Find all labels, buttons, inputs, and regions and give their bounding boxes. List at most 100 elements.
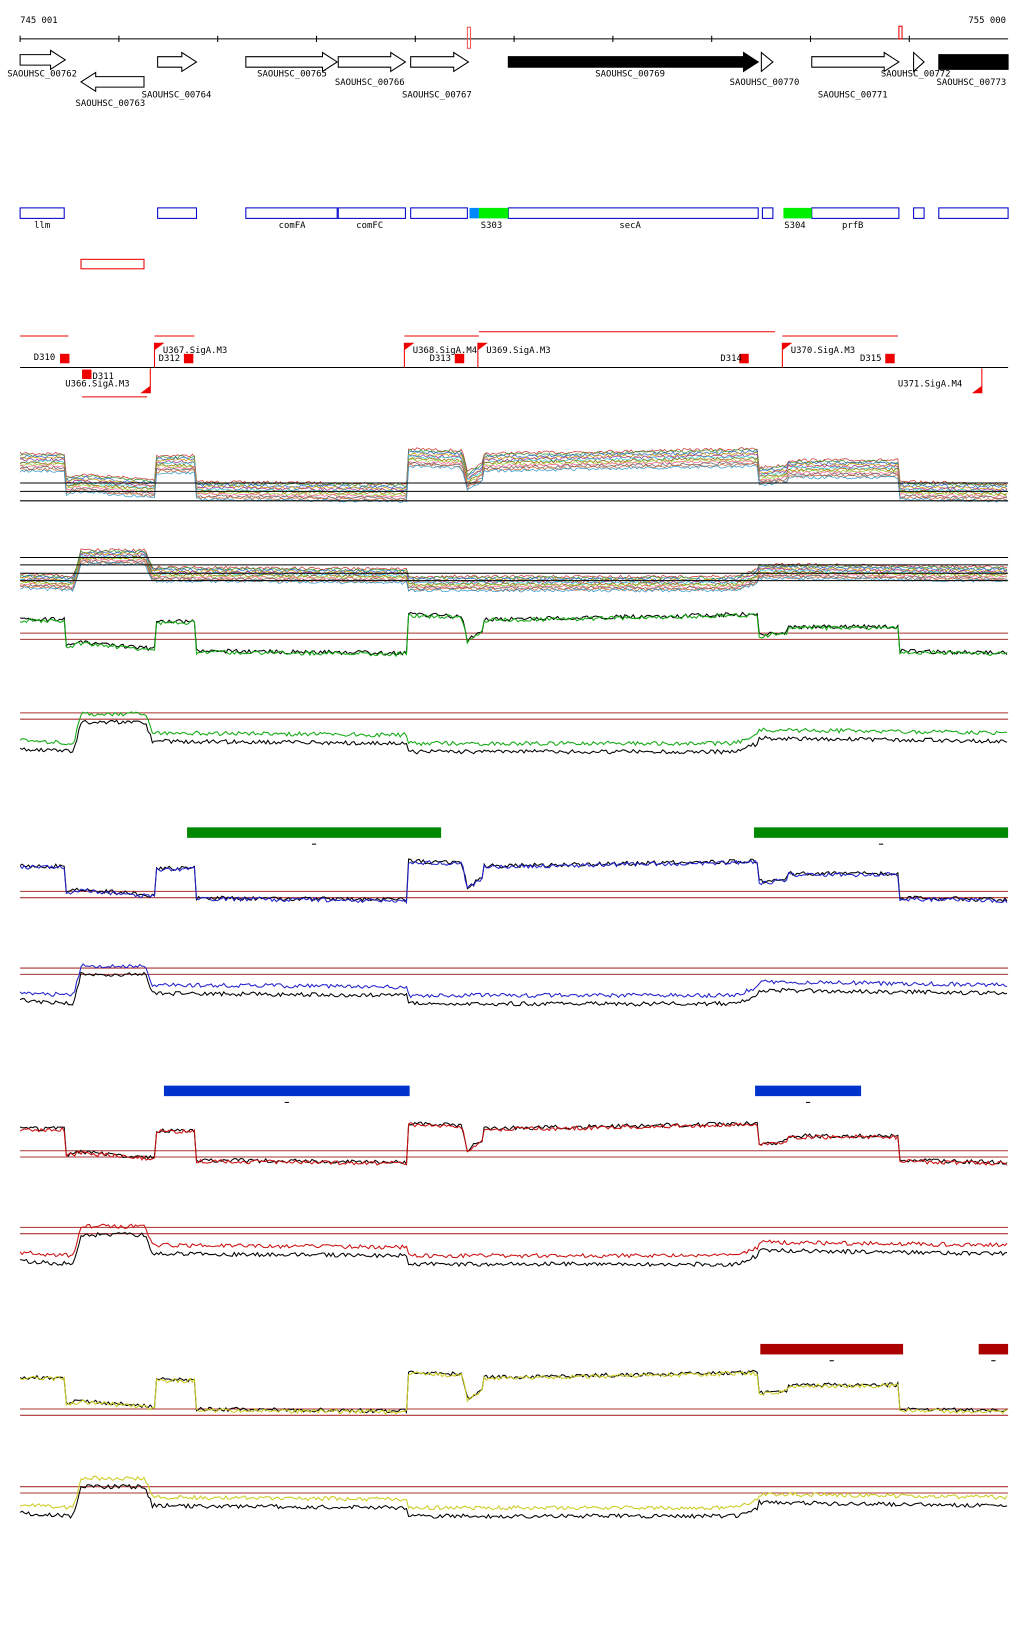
promoter-label: U369.SigA.M3 <box>486 346 550 356</box>
feature-box <box>938 207 1009 219</box>
promoter-flag <box>477 342 488 368</box>
expression-trace <box>20 453 1008 492</box>
gene-label: SAOUHSC_00773 <box>936 78 1006 88</box>
region-box <box>80 258 145 270</box>
promoter-label: D310 <box>34 353 55 363</box>
promoter-flag <box>781 342 793 368</box>
expression-trace <box>19 963 1008 999</box>
gene-arrow <box>507 51 760 73</box>
gene-arrow <box>938 54 1009 70</box>
gene-label: SAOUHSC_00762 <box>7 70 77 80</box>
promoter-block <box>82 369 92 380</box>
expression-trace <box>19 1370 1008 1415</box>
promoter-label: D312 <box>159 354 180 364</box>
gene-arrow <box>245 51 339 73</box>
gene-arrow <box>80 71 145 93</box>
expression-trace <box>19 1223 1008 1259</box>
gene-label: SAOUHSC_00771 <box>818 91 888 101</box>
coord-start: 745 001 <box>20 16 58 26</box>
gene-arrow <box>337 51 407 73</box>
promoter-block <box>60 353 70 364</box>
gene-arrow <box>760 51 774 73</box>
feature-label: prfB <box>842 221 863 231</box>
gene-arrow <box>410 51 470 73</box>
cluster-bar <box>187 827 442 838</box>
promoter-label: D311 <box>93 372 114 382</box>
promoter-flag <box>971 368 983 394</box>
gene-label: SAOUHSC_00770 <box>730 78 800 88</box>
gene-label: SAOUHSC_00763 <box>76 99 146 109</box>
promoter-flag <box>153 342 165 368</box>
expression-trace <box>19 447 1008 486</box>
cluster-bar <box>163 1085 410 1097</box>
coord-end: 755 000 <box>968 16 1006 26</box>
feature-box <box>761 207 774 219</box>
gene-label: SAOUHSC_00764 <box>142 91 212 101</box>
feature-label: S303 <box>481 221 502 231</box>
expression-trace <box>19 464 1008 503</box>
promoter-block <box>739 353 749 364</box>
gene-label: SAOUHSC_00769 <box>595 70 665 80</box>
promoter-block <box>454 353 465 364</box>
expression-trace <box>19 719 1008 755</box>
feature-label: llm <box>34 221 50 231</box>
gene-label: SAOUHSC_00765 <box>257 70 327 80</box>
gene-label: SAOUHSC_00766 <box>335 78 405 88</box>
feature-box <box>337 207 406 219</box>
marker <box>466 26 472 49</box>
gene-label: SAOUHSC_00772 <box>881 70 951 80</box>
feature-box <box>811 207 900 219</box>
promoter-flag <box>403 342 415 368</box>
expression-trace <box>19 1475 1008 1511</box>
promoter-label: U366.SigA.M3 <box>65 379 129 389</box>
gene-arrow <box>811 51 900 73</box>
feature-box <box>245 207 338 219</box>
promoter-label: U371.SigA.M4 <box>898 379 962 389</box>
expression-trace <box>19 1121 1008 1166</box>
marker <box>898 25 903 40</box>
expression-trace <box>19 554 1008 586</box>
feature-box <box>19 207 65 219</box>
expression-trace <box>19 451 1008 491</box>
feature-label: comFA <box>279 221 306 231</box>
feature-box <box>913 207 925 219</box>
expression-trace <box>19 1369 1008 1415</box>
cluster-bar <box>978 1343 1009 1355</box>
expression-trace <box>19 859 1008 905</box>
expression-trace <box>20 449 1008 489</box>
feature-label: comFC <box>356 221 383 231</box>
cluster-bar <box>760 1343 904 1355</box>
feature-box <box>783 207 812 219</box>
gene-arrow <box>157 51 198 73</box>
promoter-block <box>885 353 895 364</box>
promoter-label: U370.SigA.M3 <box>791 346 855 356</box>
expression-trace <box>19 1231 1008 1268</box>
expression-trace <box>19 456 1008 496</box>
promoter-label: U368.SigA.M4 <box>413 346 477 356</box>
feature-label: S304 <box>784 221 805 231</box>
gene-arrow <box>19 49 67 71</box>
cluster-bar <box>754 827 1009 838</box>
promoter-label: D314 <box>720 354 741 364</box>
expression-trace <box>19 457 1008 497</box>
promoter-flag <box>140 368 151 394</box>
expression-trace <box>19 858 1008 903</box>
feature-box <box>469 207 479 219</box>
expression-trace <box>19 551 1008 583</box>
expression-trace <box>20 559 1008 591</box>
cluster-bar <box>755 1085 862 1097</box>
feature-label: secA <box>619 221 641 231</box>
feature-box <box>478 207 509 219</box>
promoter-label: U367.SigA.M3 <box>163 346 227 356</box>
promoter-block <box>183 353 194 364</box>
gene-label: SAOUHSC_00767 <box>402 91 472 101</box>
expression-trace <box>19 711 1008 747</box>
feature-box <box>507 207 759 219</box>
expression-trace <box>20 462 1008 502</box>
expression-trace <box>19 1121 1008 1166</box>
expression-trace <box>19 971 1008 1007</box>
gene-arrow <box>913 51 925 73</box>
feature-box <box>157 207 198 219</box>
promoter-label: D315 <box>860 354 881 364</box>
expression-trace <box>19 555 1008 587</box>
